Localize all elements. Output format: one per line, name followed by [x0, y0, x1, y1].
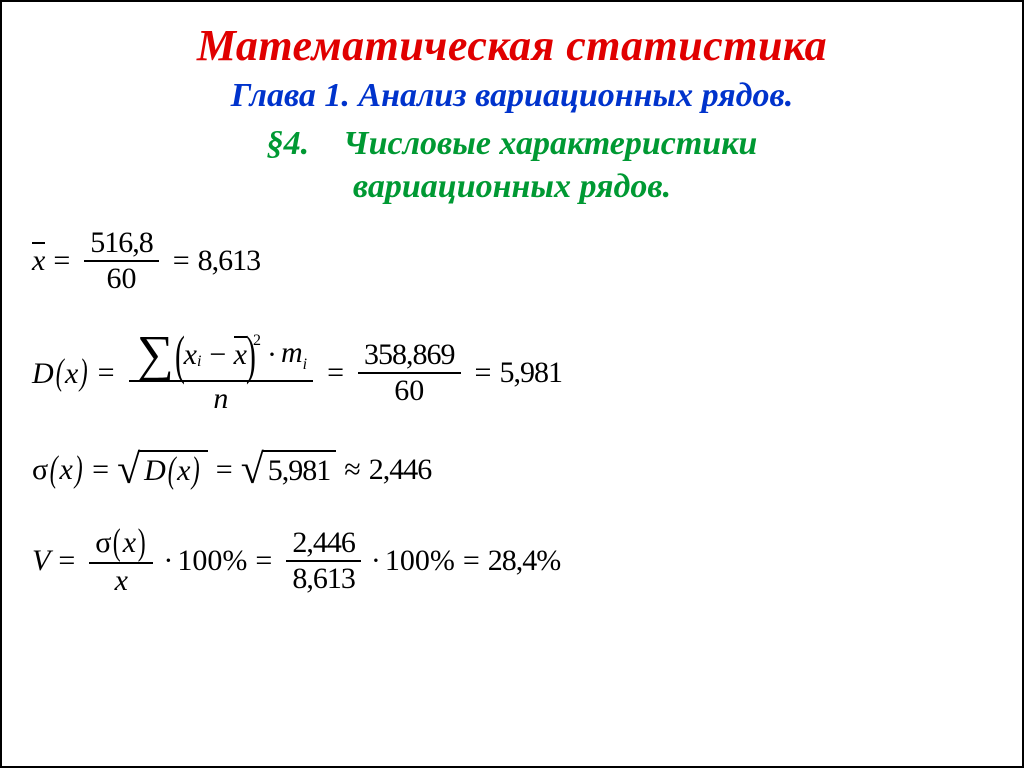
section-line2: вариационных рядов. — [353, 168, 671, 205]
section-heading: §4. Числовые характеристики вариационных… — [32, 123, 992, 208]
equals-sign: = — [98, 358, 115, 388]
sqrt-value: √ 5,981 — [241, 450, 337, 490]
std-result: 2,446 — [369, 455, 432, 485]
cv-100pct: 100% — [385, 546, 455, 576]
slide-frame: Математическая статистика Глава 1. Анали… — [0, 0, 1024, 768]
mean-denominator: 60 — [101, 262, 143, 296]
variance-fraction-value: 358,869 60 — [358, 338, 461, 408]
formula-variance: D(x) = ∑ ( xi − x ) 2 · mi — [32, 330, 992, 416]
equals-sign: = — [92, 455, 109, 485]
cv-fraction-symbolic: σ (x) x — [89, 524, 153, 598]
formula-cv: V = σ (x) x · 100% = 2,446 8,613 · 1 — [32, 524, 992, 598]
mean-numerator: 516,8 — [84, 226, 159, 260]
dot-multiply: · — [371, 546, 381, 576]
approx-sign: ≈ — [344, 455, 360, 485]
sqrt-dx: √ D(x) — [117, 450, 208, 490]
std-lhs: σ (x) — [32, 453, 84, 487]
var-xbar: x — [32, 246, 45, 276]
equals-sign: = — [327, 358, 344, 388]
formula-block: x = 516,8 60 = 8,613 D(x) = ∑ ( x — [32, 226, 992, 598]
section-prefix: §4. — [267, 125, 310, 162]
cv-result: 28,4% — [488, 546, 561, 576]
variance-denominator-n: n — [207, 382, 234, 416]
cv-fraction-value: 2,446 8,613 — [286, 526, 361, 596]
equals-sign: = — [463, 546, 480, 576]
dot-multiply: · — [163, 546, 173, 576]
variance-lhs: D(x) — [32, 356, 90, 390]
chapter-heading: Глава 1. Анализ вариационных рядов. — [32, 77, 992, 115]
equals-sign: = — [216, 455, 233, 485]
mean-fraction: 516,8 60 — [84, 226, 159, 296]
mean-result: 8,613 — [198, 246, 261, 276]
section-line1: Числовые характеристики — [343, 125, 757, 162]
equals-sign: = — [53, 246, 70, 276]
variance-fraction-main: ∑ ( xi − x ) 2 · mi n — [129, 330, 314, 416]
power-2: 2 — [253, 333, 261, 349]
equals-sign: = — [173, 246, 190, 276]
cv-lhs: V — [32, 546, 50, 576]
page-title: Математическая статистика — [32, 20, 992, 71]
equals-sign: = — [475, 358, 492, 388]
cv-100pct: 100% — [177, 546, 247, 576]
formula-std: σ (x) = √ D(x) = √ 5,981 ≈ 2,446 — [32, 450, 992, 490]
equals-sign: = — [255, 546, 272, 576]
variance-result: 5,981 — [499, 358, 562, 388]
formula-mean: x = 516,8 60 = 8,613 — [32, 226, 992, 296]
sum-icon: ∑ — [135, 334, 176, 376]
equals-sign: = — [58, 546, 75, 576]
